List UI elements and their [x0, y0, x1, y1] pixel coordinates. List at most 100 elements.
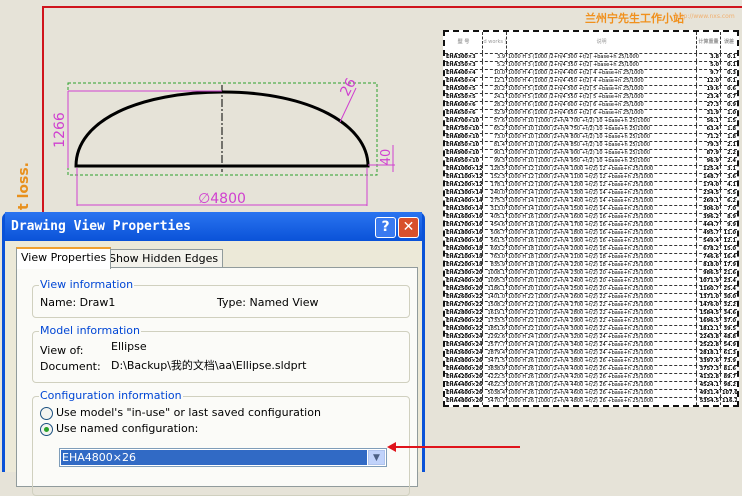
table-cell: 1000 H 10 (1000 /2+h/4 800 +t/2) 10 +bas… [506, 134, 696, 141]
table-cell: 116.2 [720, 398, 737, 405]
table-cell: 37.0 [720, 318, 737, 325]
table-cell: 1000 H 26 (1000 /2+h/4 4200 +t/2) 26 +ba… [506, 374, 696, 381]
table-row: EHA1500×14 313.0 1000 H 14 (1000 /2+h/4 15… [445, 205, 737, 213]
table-cell: 5.0 [696, 62, 720, 69]
table-cell: EHA600×6 [446, 102, 476, 108]
table-cell: EHA3600×24 [446, 350, 482, 356]
table-cell: 2522.8 [696, 342, 720, 349]
table-cell: 61.3 [720, 350, 737, 357]
table-cell: EHA900×10 [446, 150, 480, 156]
option-named-label[interactable]: Use named configuration: [56, 422, 199, 435]
table-cell: 30.0 [720, 294, 737, 301]
document-label: Document: [40, 360, 101, 373]
table-row: EHA1200×12 178.1 1000 H 12 (1000 /2+h/4 12… [445, 181, 737, 189]
configuration-information-group: Configuration information Use model's "i… [32, 389, 410, 496]
close-button[interactable]: ✕ [398, 217, 419, 238]
table-cell: 11.0 [720, 230, 737, 237]
table-cell: EHA1700×16 [446, 222, 482, 228]
table-cell: 81.6 [720, 366, 737, 373]
radio-in-use-config[interactable] [40, 407, 53, 420]
named-configuration-select[interactable]: EHA4800×26 ▼ [59, 448, 387, 467]
table-cell: EHA3000×22 [446, 326, 482, 332]
tab-show-hidden-edges[interactable]: Show Hidden Edges [104, 249, 224, 268]
header-cell: 误差 [720, 32, 737, 53]
table-row: EHA350×3 5.2 1000 H 3 (1000 /2+h/4 350 +t/… [445, 61, 737, 69]
table-cell: 1095.3 [482, 278, 506, 285]
table-cell: 1000 H 16 (1000 /2+h/4 1900 +t/2) 16 +ba… [506, 238, 696, 245]
table-row: EHA2300×20 1008.1 1000 H 20 (1000 /2+h/4 2… [445, 269, 737, 277]
table-cell: 1000 H 6 (1000 /2+h/4 650 +t/2) 6 +base+… [506, 110, 696, 117]
tab-view-properties[interactable]: View Properties [16, 247, 112, 269]
table-cell: 1508.2 [482, 302, 506, 309]
table-cell: 128.5 [482, 166, 506, 173]
chevron-down-icon[interactable]: ▼ [368, 450, 385, 465]
table-cell: 693.2 [482, 246, 506, 253]
table-cell: 2879.4 [482, 350, 506, 357]
dialog-title: Drawing View Properties [5, 212, 422, 241]
table-cell: 1000 H 10 (1000 /2+h/4 850 +t/2) 10 +bas… [506, 142, 696, 149]
table-cell: EHA4200×26 [446, 374, 482, 380]
table-cell: 12.0 [696, 78, 720, 85]
help-button[interactable]: ? [375, 217, 396, 238]
dim-thickness: 26 [337, 76, 360, 99]
table-row: EHA2900×22 1733.5 1000 H 22 (1000 /2+h/4 2… [445, 317, 737, 325]
table-row: EHA4000×26 3838.9 1000 H 26 (1000 /2+h/4 4… [445, 365, 737, 373]
table-cell: EHA1300×14 [446, 190, 482, 196]
table-cell: 1000 H 20 (1000 /2+h/4 2500 +t/2) 20 +ba… [506, 286, 696, 293]
table-cell: 1000 H 24 (1000 /2+h/4 3400 +t/2) 24 +ba… [506, 342, 696, 349]
table-cell: 1160.7 [696, 286, 720, 293]
header-cell: Solid works 重量 [482, 32, 506, 53]
table-row: EHA500×5 20.2 1000 H 5 (1000 /2+h/4 500 +t… [445, 85, 737, 93]
table-cell: 1000 H 22 (1000 /2+h/4 2900 +t/2) 22 +ba… [506, 318, 696, 325]
table-row: EHA3400×24 2577.7 1000 H 24 (1000 /2+h/4 3… [445, 341, 737, 349]
table-row: EHA1800×16 506.7 1000 H 16 (1000 /2+h/4 18… [445, 229, 737, 237]
dim-height: 1266 [52, 112, 68, 148]
table-row: EHA750×10 65.2 1000 H 10 (1000 /2+h/4 750 … [445, 125, 737, 133]
table-cell: 818.0 [696, 262, 720, 269]
table-cell: EHA350×3 [446, 62, 476, 68]
table-cell: 3.6 [720, 174, 737, 181]
table-cell: 0.6 [720, 86, 737, 93]
table-cell: 1008.1 [482, 270, 506, 277]
view-type: Type: Named View [217, 296, 319, 309]
table-cell: 1000 H 22 (1000 /2+h/4 2600 +t/2) 22 +ba… [506, 294, 696, 301]
view-information-group: View information Name: Draw1 Type: Named… [32, 278, 410, 318]
table-row: EHA850×10 81.4 1000 H 10 (1000 /2+h/4 850 … [445, 141, 737, 149]
table-cell: 1000 H 18 (1000 /2+h/4 2100 +t/2) 18 +ba… [506, 254, 696, 261]
table-cell: EHA2200×18 [446, 262, 482, 268]
brand-text: 兰州宁先生工作小站 [585, 12, 684, 25]
table-cell: 405.1 [482, 214, 506, 221]
table-cell: 1000 H 14 (1000 /2+h/4 1400 +t/2) 14 +ba… [506, 198, 696, 205]
table-cell: 763.0 [482, 254, 506, 261]
table-cell: 1000 H 6 (1000 /2+h/4 600 +t/2) 6 +base+… [506, 102, 696, 109]
table-cell: 71.2 [696, 134, 720, 141]
table-cell: 89.7 [720, 374, 737, 381]
table-cell: EHA950×10 [446, 158, 480, 164]
table-cell: 28.2 [482, 102, 506, 109]
table-cell: 4931.4 [696, 390, 720, 397]
option-in-use-label[interactable]: Use model's "in-use" or last saved confi… [56, 406, 321, 419]
table-row: EHA550×5 24.1 1000 H 5 (1000 /2+h/4 550 +t… [445, 93, 737, 101]
radio-named-config[interactable] [40, 423, 53, 436]
table-cell: 240.0 [482, 190, 506, 197]
table-cell: 10.0 [482, 70, 506, 77]
table-row: EHA2200×18 835.9 1000 H 18 (1000 /2+h/4 22… [445, 261, 737, 269]
table-cell: 1186.1 [482, 286, 506, 293]
table-cell: 1.5 [720, 118, 737, 125]
table-cell: 4222.5 [482, 374, 506, 381]
group-legend: View information [39, 278, 135, 291]
table-cell: 1476.0 [696, 302, 720, 309]
table-row: EHA950×10 99.3 1000 H 10 (1000 /2+h/4 950 … [445, 157, 737, 165]
weight-table: 型 号 Solid works 重量 说明 计算重量 误差 EHA300×3 3.… [443, 30, 739, 407]
view-of-value: Ellipse [111, 340, 147, 353]
table-row: EHA450×4 12.1 1000 H 4 (1000 /2+h/4 450 +t… [445, 77, 737, 85]
table-cell: EHA3400×24 [446, 342, 482, 348]
table-cell: 561.5 [482, 238, 506, 245]
header-cell: 计算重量 [696, 32, 720, 53]
table-cell: 1.8 [720, 134, 737, 141]
table-cell: 1812.1 [696, 326, 720, 333]
dimensions [67, 87, 395, 206]
table-row: EHA600×6 28.2 1000 H 6 (1000 /2+h/4 600 +t… [445, 101, 737, 109]
table-cell: 1000 H 26 (1000 /2+h/4 4400 +t/2) 26 +ba… [506, 382, 696, 389]
group-legend: Configuration information [39, 389, 183, 402]
